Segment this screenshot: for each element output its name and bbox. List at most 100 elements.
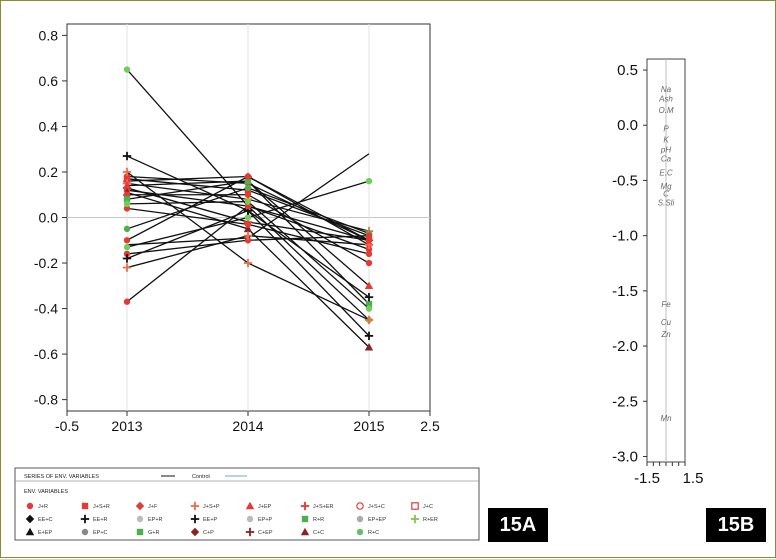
legend-entry-label: C+EP xyxy=(258,530,273,536)
data-point xyxy=(123,196,131,203)
y-tick-label-b: -2.5 xyxy=(612,393,638,410)
data-point xyxy=(244,214,252,221)
data-point xyxy=(123,298,131,305)
y-tick-label: 0.8 xyxy=(39,27,59,43)
data-point xyxy=(122,167,132,177)
data-point xyxy=(365,237,373,244)
legend-entry-label: E+EP xyxy=(38,530,53,536)
data-point xyxy=(365,250,373,258)
panel-label-15a: 15A xyxy=(488,508,548,542)
y-tick-label: 0.2 xyxy=(39,164,59,180)
data-point xyxy=(122,151,132,161)
legend-header: SERIES OF ENV. VARIABLES xyxy=(24,474,99,480)
data-point xyxy=(244,184,252,192)
series-11 xyxy=(123,177,373,308)
variable-label: Cu xyxy=(661,318,672,327)
series-20 xyxy=(123,202,373,305)
legend-entry-label: J+S+P xyxy=(203,504,220,510)
variable-label: Ash xyxy=(658,95,673,104)
legend-env-label: ENV. VARIABLES xyxy=(24,489,68,495)
x-tick-label: 2014 xyxy=(232,418,263,434)
y-tick-label: -0.8 xyxy=(34,392,58,408)
legend-entry: C+P xyxy=(190,527,214,537)
series-19 xyxy=(122,231,374,272)
legend-entry: E+EP xyxy=(25,527,53,536)
legend-marker xyxy=(411,502,419,510)
data-point xyxy=(123,205,131,212)
y-tick-label: 0.4 xyxy=(39,118,59,134)
legend-entry: EP+P xyxy=(246,515,273,523)
y-tick-label: -0.4 xyxy=(34,301,58,317)
variable-label: K xyxy=(663,136,669,145)
legend-entry: J+S+ER xyxy=(300,501,334,511)
legend-entry-label: J+C xyxy=(423,504,433,510)
legend-entry: EP+R xyxy=(136,515,163,523)
legend-marker xyxy=(81,528,89,536)
variable-label: Na xyxy=(661,85,672,94)
variable-label: O.M xyxy=(658,106,673,115)
data-point xyxy=(123,243,131,251)
data-point xyxy=(365,232,373,239)
x-tick-label-b: 1.5 xyxy=(683,470,704,487)
legend-entry: EP+C xyxy=(81,528,108,536)
x-tick-label-b: -1.5 xyxy=(634,470,660,487)
series-21 xyxy=(122,167,374,325)
legend-entry: EE+P xyxy=(190,514,218,524)
legend-entry: R+R xyxy=(301,515,324,523)
y-tick-label: 0.0 xyxy=(39,210,59,226)
x-tick-label: 2.5 xyxy=(420,418,440,434)
legend-marker xyxy=(245,501,255,510)
data-point xyxy=(365,259,373,267)
legend-marker xyxy=(25,527,35,536)
x-tick-label: -0.5 xyxy=(55,418,79,434)
legend-marker xyxy=(136,528,144,536)
y-tick-label-b: 0.0 xyxy=(617,117,638,134)
y-tick-label: -0.6 xyxy=(34,346,58,362)
legend-entry-label: R+R xyxy=(313,517,324,523)
series-12 xyxy=(123,205,373,258)
legend-entry-label: R+ER xyxy=(423,517,438,523)
legend-marker xyxy=(356,528,364,536)
legend-marker xyxy=(190,514,200,524)
variable-label: Mn xyxy=(660,414,672,423)
legend-entry: J+EP xyxy=(245,501,272,510)
variable-label: Mg xyxy=(660,182,672,191)
series-16 xyxy=(123,177,373,251)
legend-marker xyxy=(245,527,255,537)
legend-marker xyxy=(135,501,145,511)
legend-marker xyxy=(410,514,420,524)
data-point xyxy=(244,173,252,180)
data-point xyxy=(364,331,374,341)
y-tick-label-b: -3.0 xyxy=(612,448,638,465)
legend-marker xyxy=(81,502,89,510)
legend-marker xyxy=(246,515,254,523)
data-point xyxy=(244,202,252,210)
legend-entry-label: J+R xyxy=(38,504,48,510)
y-tick-label-b: -1.5 xyxy=(612,283,638,300)
legend-entry: J+S+P xyxy=(190,501,220,511)
data-point xyxy=(365,300,373,308)
legend-entry-label: J+F xyxy=(148,504,158,510)
data-point xyxy=(122,263,132,272)
legend-entry-label: EP+R xyxy=(148,517,163,523)
series-17 xyxy=(123,232,373,258)
y-tick-label-b: -2.0 xyxy=(612,338,638,355)
y-tick-label: 0.6 xyxy=(39,73,59,89)
data-point xyxy=(364,315,374,325)
data-point xyxy=(365,246,373,253)
legend-marker xyxy=(136,515,144,523)
legend-box xyxy=(14,467,480,541)
y-tick-label-b: 0.5 xyxy=(617,62,638,79)
legend-marker xyxy=(300,501,310,511)
legend-marker xyxy=(301,515,309,523)
legend-entry: R+ER xyxy=(410,514,438,524)
x-tick-label: 2013 xyxy=(111,418,142,434)
variable-label: Zn xyxy=(660,330,671,339)
legend-entry-label: EE+P xyxy=(203,517,218,523)
data-point xyxy=(122,254,132,263)
variable-label: C xyxy=(663,190,669,199)
data-point xyxy=(123,225,131,233)
legend-entry: J+S+C xyxy=(356,502,385,510)
data-point xyxy=(123,237,131,244)
